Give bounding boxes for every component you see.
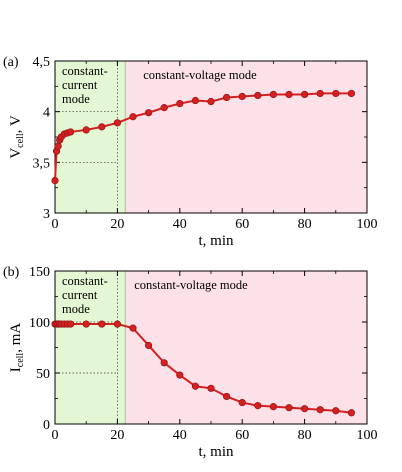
data-point xyxy=(332,89,340,98)
data-point xyxy=(160,104,168,112)
region-band xyxy=(55,271,126,424)
x-tick-label: 20 xyxy=(110,428,124,443)
y-tick-label: 100 xyxy=(29,316,50,331)
data-point xyxy=(98,123,106,131)
region-label-cc: mode xyxy=(62,302,90,316)
x-tick-label: 80 xyxy=(298,428,312,443)
data-point xyxy=(160,359,168,367)
data-point xyxy=(285,404,293,412)
y-tick-label: 0 xyxy=(43,418,50,433)
x-tick-label: 0 xyxy=(52,428,59,443)
x-axis-label: t, min xyxy=(198,233,234,249)
x-tick-label: 40 xyxy=(173,217,187,232)
data-point xyxy=(207,97,215,106)
panel-label: (b) xyxy=(3,265,20,280)
data-point xyxy=(176,371,184,379)
panel-label: (a) xyxy=(3,55,19,70)
region-label-cv: constant-voltage mode xyxy=(143,68,257,82)
x-tick-label: 100 xyxy=(357,428,378,443)
data-point xyxy=(223,93,231,102)
data-point xyxy=(145,341,153,350)
region-label-cc: constant- xyxy=(62,64,108,78)
data-point xyxy=(285,90,293,99)
x-tick-label: 60 xyxy=(235,428,249,443)
data-point xyxy=(207,384,215,392)
data-point xyxy=(82,320,90,328)
data-point xyxy=(269,90,278,99)
data-point xyxy=(113,320,121,328)
y-tick-label: 50 xyxy=(36,367,50,382)
data-point xyxy=(176,99,184,108)
region-label-cc: mode xyxy=(62,92,90,106)
data-point xyxy=(332,407,340,415)
x-axis-label: t, min xyxy=(198,444,234,460)
y-tick-label: 3 xyxy=(43,207,50,222)
y-axis-label: Vcell, V xyxy=(8,115,26,159)
data-point xyxy=(82,126,90,134)
x-tick-label: 60 xyxy=(235,217,249,232)
data-point xyxy=(301,405,309,413)
data-point xyxy=(223,392,231,401)
data-point xyxy=(301,90,309,99)
data-point xyxy=(191,96,199,105)
data-point xyxy=(316,406,324,414)
data-point xyxy=(347,89,356,98)
region-label-cc: current xyxy=(62,288,98,302)
y-tick-label: 4,5 xyxy=(33,55,51,70)
data-point xyxy=(51,176,59,185)
data-point xyxy=(129,324,137,332)
data-point xyxy=(129,113,137,121)
region-band xyxy=(125,61,367,213)
region-label-cc: current xyxy=(62,78,98,92)
y-axis-label: Icell, mA xyxy=(8,323,26,373)
data-point xyxy=(254,91,262,100)
x-tick-label: 80 xyxy=(298,217,312,232)
data-point xyxy=(191,382,199,390)
data-point xyxy=(54,142,62,150)
data-point xyxy=(66,320,75,328)
data-point xyxy=(269,403,278,411)
x-tick-label: 40 xyxy=(173,428,187,443)
y-tick-label: 150 xyxy=(29,265,50,280)
data-point xyxy=(238,92,246,101)
region-label-cv: constant-voltage mode xyxy=(134,278,248,292)
data-point xyxy=(98,320,106,328)
region-band xyxy=(55,61,126,213)
data-point xyxy=(113,119,121,127)
data-point xyxy=(316,89,324,98)
region-label-cc: constant- xyxy=(62,274,108,288)
x-tick-label: 100 xyxy=(357,217,378,232)
x-tick-label: 20 xyxy=(110,217,124,232)
data-point xyxy=(145,109,153,117)
data-point xyxy=(347,409,356,417)
y-tick-label: 4 xyxy=(43,106,50,121)
region-band xyxy=(125,271,367,424)
x-tick-label: 0 xyxy=(52,217,59,232)
data-point xyxy=(66,128,75,136)
data-point xyxy=(238,398,246,407)
y-tick-label: 3,5 xyxy=(33,156,51,171)
data-point xyxy=(254,402,262,410)
